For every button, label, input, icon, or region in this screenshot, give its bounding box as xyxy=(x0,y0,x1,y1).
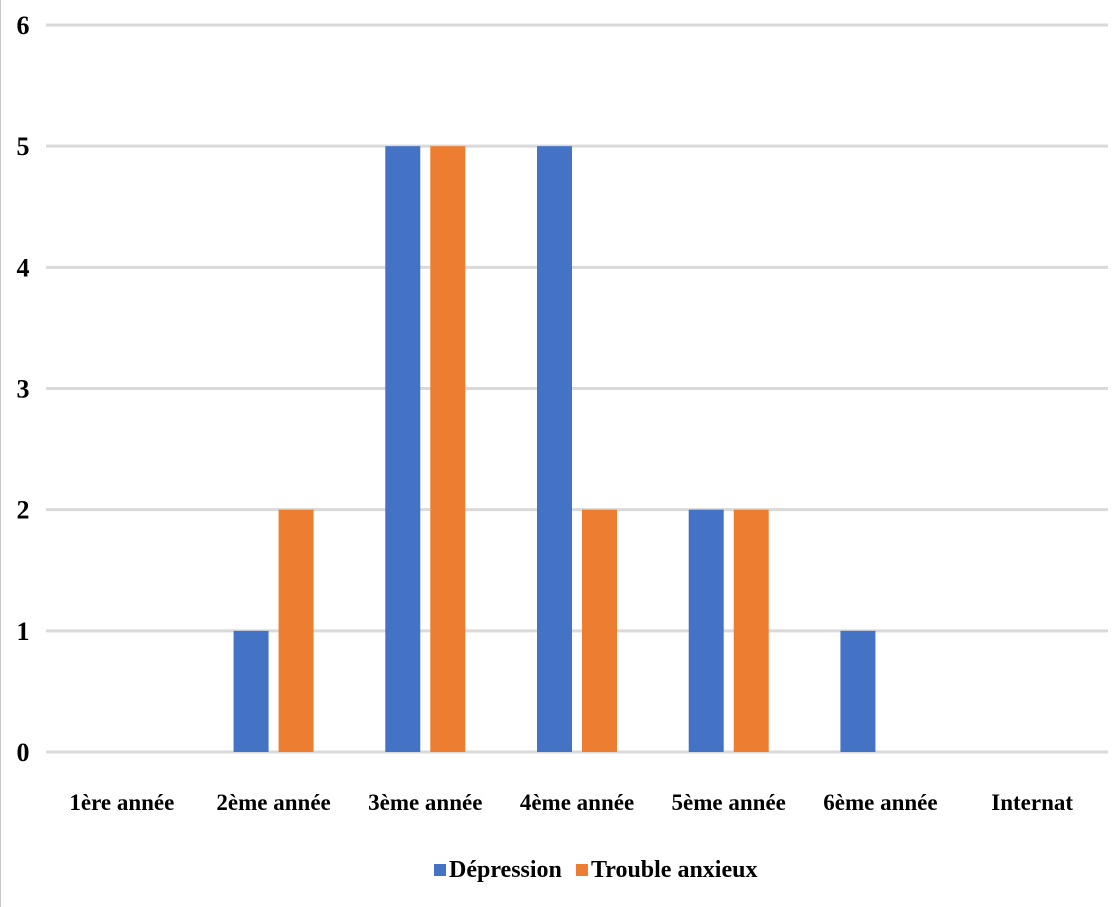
x-category-label: 3ème année xyxy=(368,790,482,815)
y-axis-ticks: 0 1 2 3 4 5 6 xyxy=(17,11,30,767)
legend: Dépression Trouble anxieux xyxy=(434,857,757,883)
bar-trouble-anxieux xyxy=(582,509,617,752)
y-tick-label: 6 xyxy=(17,11,30,40)
x-category-label: 4ème année xyxy=(520,790,634,815)
x-category-label: 5ème année xyxy=(672,790,786,815)
legend-swatch xyxy=(434,864,446,876)
bar-depression xyxy=(688,509,724,752)
bar-trouble-anxieux xyxy=(430,146,466,752)
y-tick-label: 1 xyxy=(17,617,30,646)
bar-trouble-anxieux xyxy=(278,509,314,752)
legend-label: Trouble anxieux xyxy=(591,857,757,883)
bar-depression xyxy=(385,146,421,752)
bar-depression xyxy=(840,630,876,752)
x-axis-categories: 1ère année 2ème année 3ème année 4ème année… xyxy=(69,790,1073,815)
y-tick-label: 5 xyxy=(17,132,30,161)
y-tick-label: 0 xyxy=(17,738,30,767)
y-tick-label: 4 xyxy=(17,253,30,282)
bar-trouble-anxieux xyxy=(733,509,769,752)
gridlines xyxy=(46,23,1108,754)
x-category-label: 2ème année xyxy=(216,790,330,815)
x-category-label: Internat xyxy=(991,790,1073,815)
x-category-label: 6ème année xyxy=(823,790,937,815)
y-tick-label: 2 xyxy=(17,496,30,525)
y-tick-label: 3 xyxy=(17,375,30,404)
bar-depression xyxy=(537,146,572,752)
bars xyxy=(233,146,876,752)
x-category-label: 1ère année xyxy=(69,790,174,815)
bar-depression xyxy=(233,630,269,752)
legend-label: Dépression xyxy=(449,857,562,883)
legend-swatch xyxy=(576,864,588,876)
